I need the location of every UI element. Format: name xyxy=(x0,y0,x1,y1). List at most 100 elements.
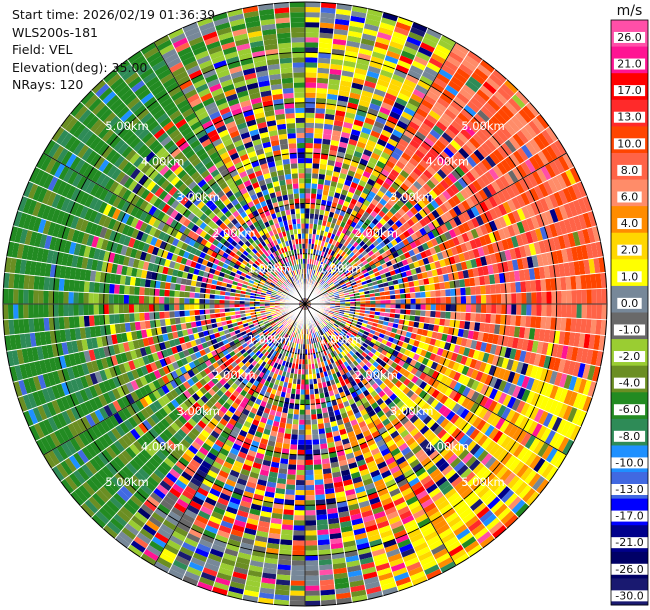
range-gate xyxy=(385,142,396,152)
range-gate xyxy=(470,286,476,296)
range-gate xyxy=(311,269,315,275)
range-gate xyxy=(314,474,324,480)
range-gate xyxy=(305,479,315,486)
range-gate xyxy=(318,173,326,180)
range-gate xyxy=(305,203,311,209)
range-gate xyxy=(491,294,497,304)
range-gate xyxy=(475,304,482,314)
range-gate xyxy=(305,163,313,169)
range-gate xyxy=(384,92,398,102)
range-gate xyxy=(308,233,313,239)
range-gate xyxy=(438,116,451,128)
range-gate xyxy=(495,283,501,294)
range-gate xyxy=(318,559,333,566)
range-gate xyxy=(453,42,470,55)
range-gate xyxy=(311,233,316,240)
range-gate xyxy=(546,304,552,317)
range-gate xyxy=(387,185,397,195)
range-gate xyxy=(395,160,406,170)
range-gate xyxy=(332,38,347,46)
range-gate xyxy=(373,165,383,174)
range-gate xyxy=(423,137,435,148)
range-gate xyxy=(324,174,333,181)
range-gate xyxy=(428,57,444,69)
range-gate xyxy=(305,47,319,53)
range-gate xyxy=(420,297,426,304)
range-gate xyxy=(400,304,406,310)
range-gate xyxy=(351,82,364,91)
range-gate xyxy=(320,2,337,9)
range-gate xyxy=(325,264,330,271)
range-gate xyxy=(283,433,292,440)
range-gate xyxy=(346,242,353,250)
range-gate xyxy=(390,181,400,191)
range-gate xyxy=(406,36,422,47)
range-gate xyxy=(299,404,305,410)
range-gate xyxy=(460,304,467,313)
range-gate xyxy=(455,295,462,304)
range-gate xyxy=(318,47,332,54)
range-gate xyxy=(341,70,355,78)
range-gate xyxy=(349,92,361,100)
range-gate xyxy=(581,304,587,319)
range-gate xyxy=(332,245,338,252)
range-gate xyxy=(331,201,338,209)
range-gate xyxy=(367,190,377,199)
range-gate xyxy=(375,83,388,93)
range-gate xyxy=(430,310,436,318)
range-gate xyxy=(335,187,343,194)
range-gate xyxy=(531,291,537,304)
range-gate xyxy=(352,193,360,201)
range-gate xyxy=(320,148,330,155)
range-gate xyxy=(561,290,567,304)
range-gate xyxy=(318,433,327,440)
range-gate xyxy=(308,228,313,234)
range-gate xyxy=(305,107,316,113)
range-gate xyxy=(556,304,562,318)
range-gate xyxy=(335,13,351,21)
range-gate xyxy=(305,580,320,586)
range-gate xyxy=(425,304,431,311)
range-gate xyxy=(394,124,406,134)
range-gate xyxy=(536,304,542,317)
range-gate xyxy=(377,111,389,121)
range-gate xyxy=(305,560,319,566)
range-gate xyxy=(299,399,305,405)
range-gate xyxy=(290,439,298,445)
range-gate xyxy=(315,494,326,500)
range-gate xyxy=(368,60,383,70)
range-gate xyxy=(310,188,318,194)
range-gate xyxy=(398,55,414,65)
range-gate xyxy=(314,270,318,276)
range-gate xyxy=(315,108,326,114)
range-gate xyxy=(326,266,332,272)
range-gate xyxy=(526,304,532,316)
range-gate xyxy=(410,298,416,304)
range-gate xyxy=(374,143,385,152)
range-gate xyxy=(337,243,344,250)
range-gate xyxy=(380,101,393,111)
range-gate xyxy=(348,138,358,146)
range-gate xyxy=(338,141,348,149)
range-gate xyxy=(400,134,412,144)
range-gate xyxy=(423,94,437,106)
range-gate xyxy=(430,52,446,65)
range-gate xyxy=(444,84,459,97)
range-gate xyxy=(415,107,429,119)
range-gate xyxy=(322,128,333,135)
range-gate xyxy=(317,52,332,59)
range-gate xyxy=(292,530,305,536)
range-gate xyxy=(393,101,406,112)
range-gate xyxy=(470,304,477,313)
range-gate xyxy=(354,189,363,197)
range-gate xyxy=(435,310,441,319)
range-gate xyxy=(359,131,370,140)
range-gate xyxy=(305,37,319,43)
range-gate xyxy=(442,88,456,101)
range-gate xyxy=(409,26,426,38)
range-gate xyxy=(336,182,344,190)
range-gate xyxy=(551,290,557,304)
range-gate xyxy=(313,469,323,475)
range-gate xyxy=(400,152,412,162)
range-gate xyxy=(342,184,351,192)
